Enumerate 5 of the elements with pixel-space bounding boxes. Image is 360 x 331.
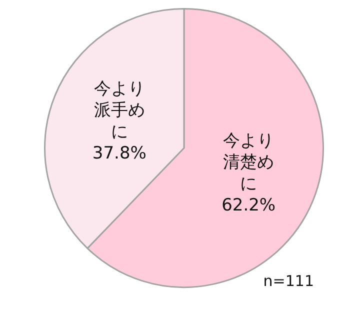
text: n=111	[263, 272, 314, 290]
data-label: 37.8%	[92, 144, 146, 164]
slice-label: 今より派手めに	[94, 79, 145, 142]
data-label: 62.2%	[222, 196, 276, 216]
slice-label: 今より清楚めに	[223, 131, 274, 194]
